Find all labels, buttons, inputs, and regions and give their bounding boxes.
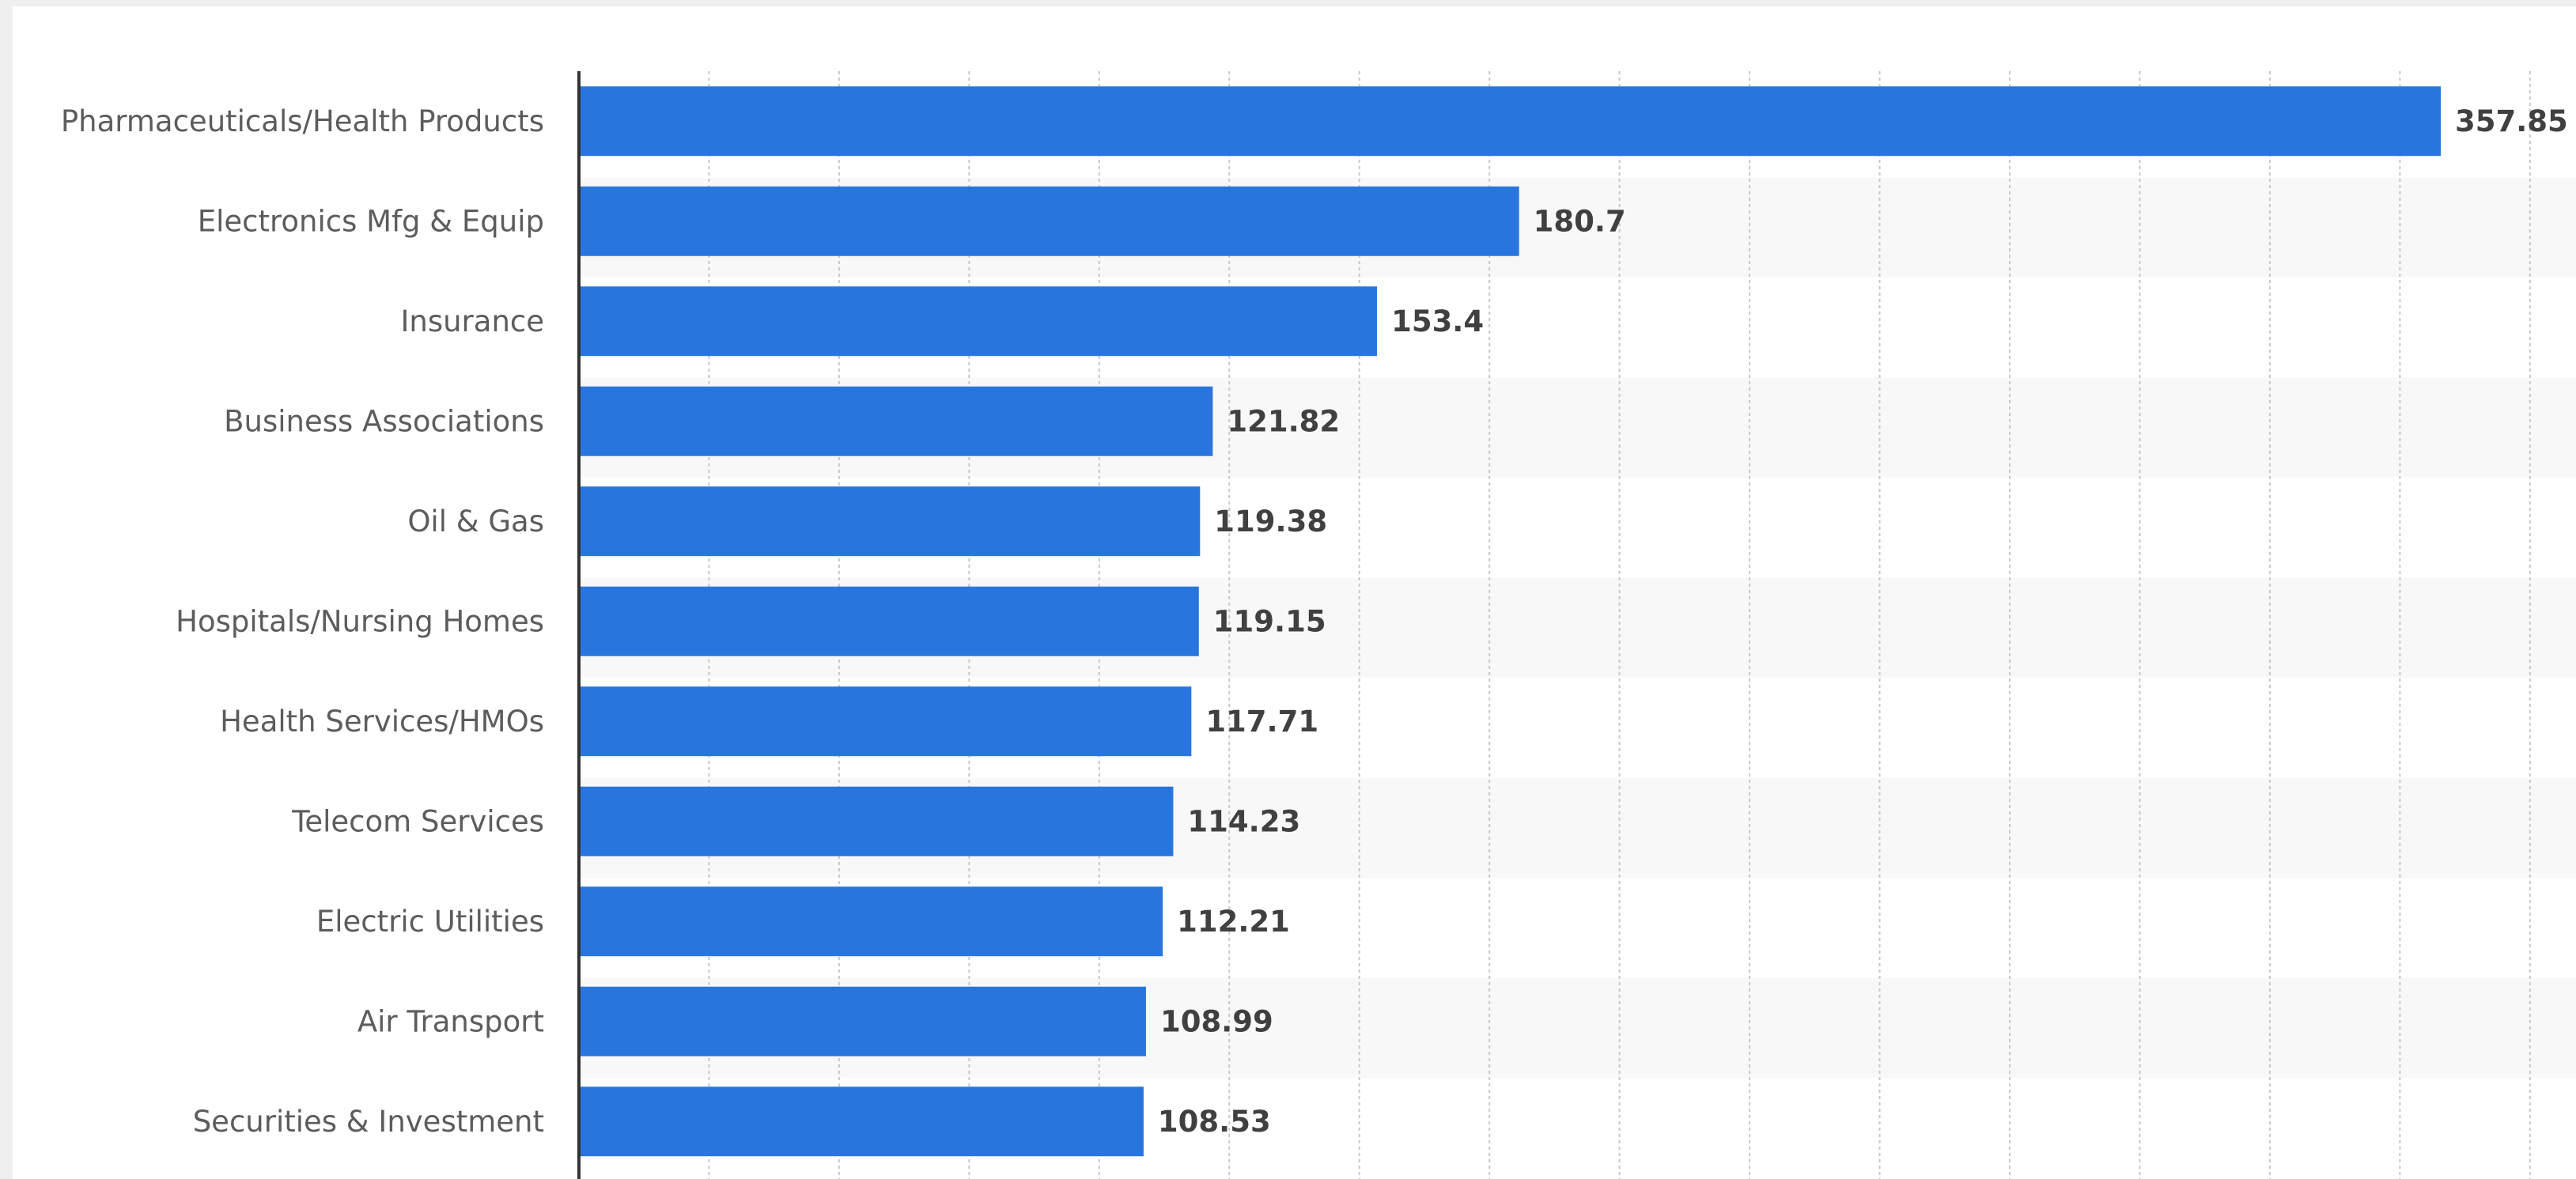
bar xyxy=(579,786,1174,856)
category-label: Air Transport xyxy=(357,1004,544,1038)
value-label: 153.4 xyxy=(1391,304,1484,338)
value-label: 121.82 xyxy=(1227,404,1340,438)
value-label: 119.38 xyxy=(1214,504,1327,538)
bar xyxy=(579,486,1201,557)
value-label: 117.71 xyxy=(1205,705,1318,739)
value-label: 108.53 xyxy=(1158,1105,1271,1139)
value-label: 357.85 xyxy=(2455,104,2568,138)
value-label: 114.23 xyxy=(1187,804,1300,838)
category-label: Business Associations xyxy=(224,404,544,438)
category-label: Hospitals/Nursing Homes xyxy=(176,604,544,638)
bar xyxy=(579,586,1199,656)
value-labels: 357.85 180.7 153.4 121.82 119.38 119.15 117.71… xyxy=(1158,104,2568,1139)
value-label: 180.7 xyxy=(1534,204,1626,238)
category-label: Electric Utilities xyxy=(316,905,544,939)
bar xyxy=(579,86,2441,157)
category-labels: Pharmaceuticals/Health Products Electroni… xyxy=(61,104,544,1139)
bar xyxy=(579,286,1378,357)
value-label: 108.99 xyxy=(1160,1004,1273,1038)
category-label: Insurance xyxy=(400,304,544,338)
bars xyxy=(579,86,2441,1157)
category-label: Health Services/HMOs xyxy=(220,705,544,739)
bar xyxy=(579,686,1192,757)
category-label: Telecom Services xyxy=(291,804,544,838)
bar xyxy=(579,986,1146,1056)
category-label: Oil & Gas xyxy=(407,504,544,538)
category-label: Securities & Investment xyxy=(193,1105,544,1139)
bar xyxy=(579,886,1163,957)
category-label: Pharmaceuticals/Health Products xyxy=(61,104,544,138)
value-label: 119.15 xyxy=(1213,604,1326,638)
bar xyxy=(579,1086,1144,1157)
value-label: 112.21 xyxy=(1177,905,1290,939)
bar xyxy=(579,386,1213,456)
bar xyxy=(579,186,1519,256)
category-label: Electronics Mfg & Equip xyxy=(198,204,544,238)
